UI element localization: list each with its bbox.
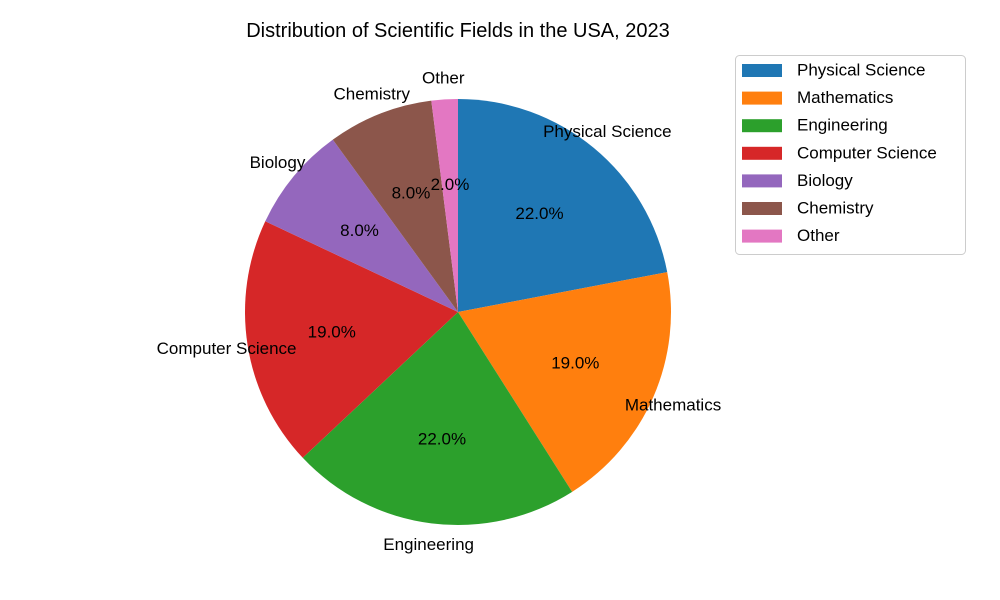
pie-slices [244,99,671,525]
legend-label-chemistry: Chemistry [797,199,874,218]
legend-label-physical-science: Physical Science [797,61,926,80]
pct-label-biology: 8.0% [340,221,379,240]
legend-swatch-other [742,229,782,243]
slice-label-biology: Biology [250,153,306,172]
pct-label-other: 2.0% [431,175,470,194]
pct-label-computer-science: 19.0% [308,322,356,341]
legend-label-engineering: Engineering [797,116,888,135]
slice-label-engineering: Engineering [383,535,474,554]
slice-physical-science [458,99,668,312]
slice-mathematics [458,272,671,492]
slice-label-physical-science: Physical Science [543,122,672,141]
legend-swatch-engineering [742,119,782,133]
slice-label-mathematics: Mathematics [625,396,721,415]
legend-frame [735,55,966,255]
slice-label-computer-science: Computer Science [157,339,297,358]
legend: Physical Science Mathematics Engineering Co… [735,55,966,255]
legend-swatch-mathematics [742,91,782,105]
legend-swatch-physical-science [742,64,782,77]
legend-label-other: Other [797,226,840,245]
pie-labels: 22.0% Physical Science 19.0% Mathematics 22.… [157,69,722,554]
pct-label-engineering: 22.0% [418,429,466,448]
legend-swatch-biology [742,174,782,188]
legend-label-computer-science: Computer Science [797,143,937,162]
slice-chemistry [332,100,458,312]
legend-label-biology: Biology [797,171,853,190]
slice-label-chemistry: Chemistry [333,85,410,104]
legend-swatch-computer-science [742,146,782,160]
slice-biology [265,139,458,312]
pct-label-physical-science: 22.0% [515,204,563,223]
slice-label-other: Other [422,69,465,88]
pct-label-mathematics: 19.0% [551,353,599,372]
slice-computer-science [244,221,458,458]
chart-title: Distribution of Scientific Fields in the… [246,20,670,42]
slice-other [431,99,458,312]
pct-label-chemistry: 8.0% [392,184,431,203]
legend-swatch-chemistry [742,202,782,215]
legend-label-mathematics: Mathematics [797,88,893,107]
slice-engineering [302,312,573,525]
